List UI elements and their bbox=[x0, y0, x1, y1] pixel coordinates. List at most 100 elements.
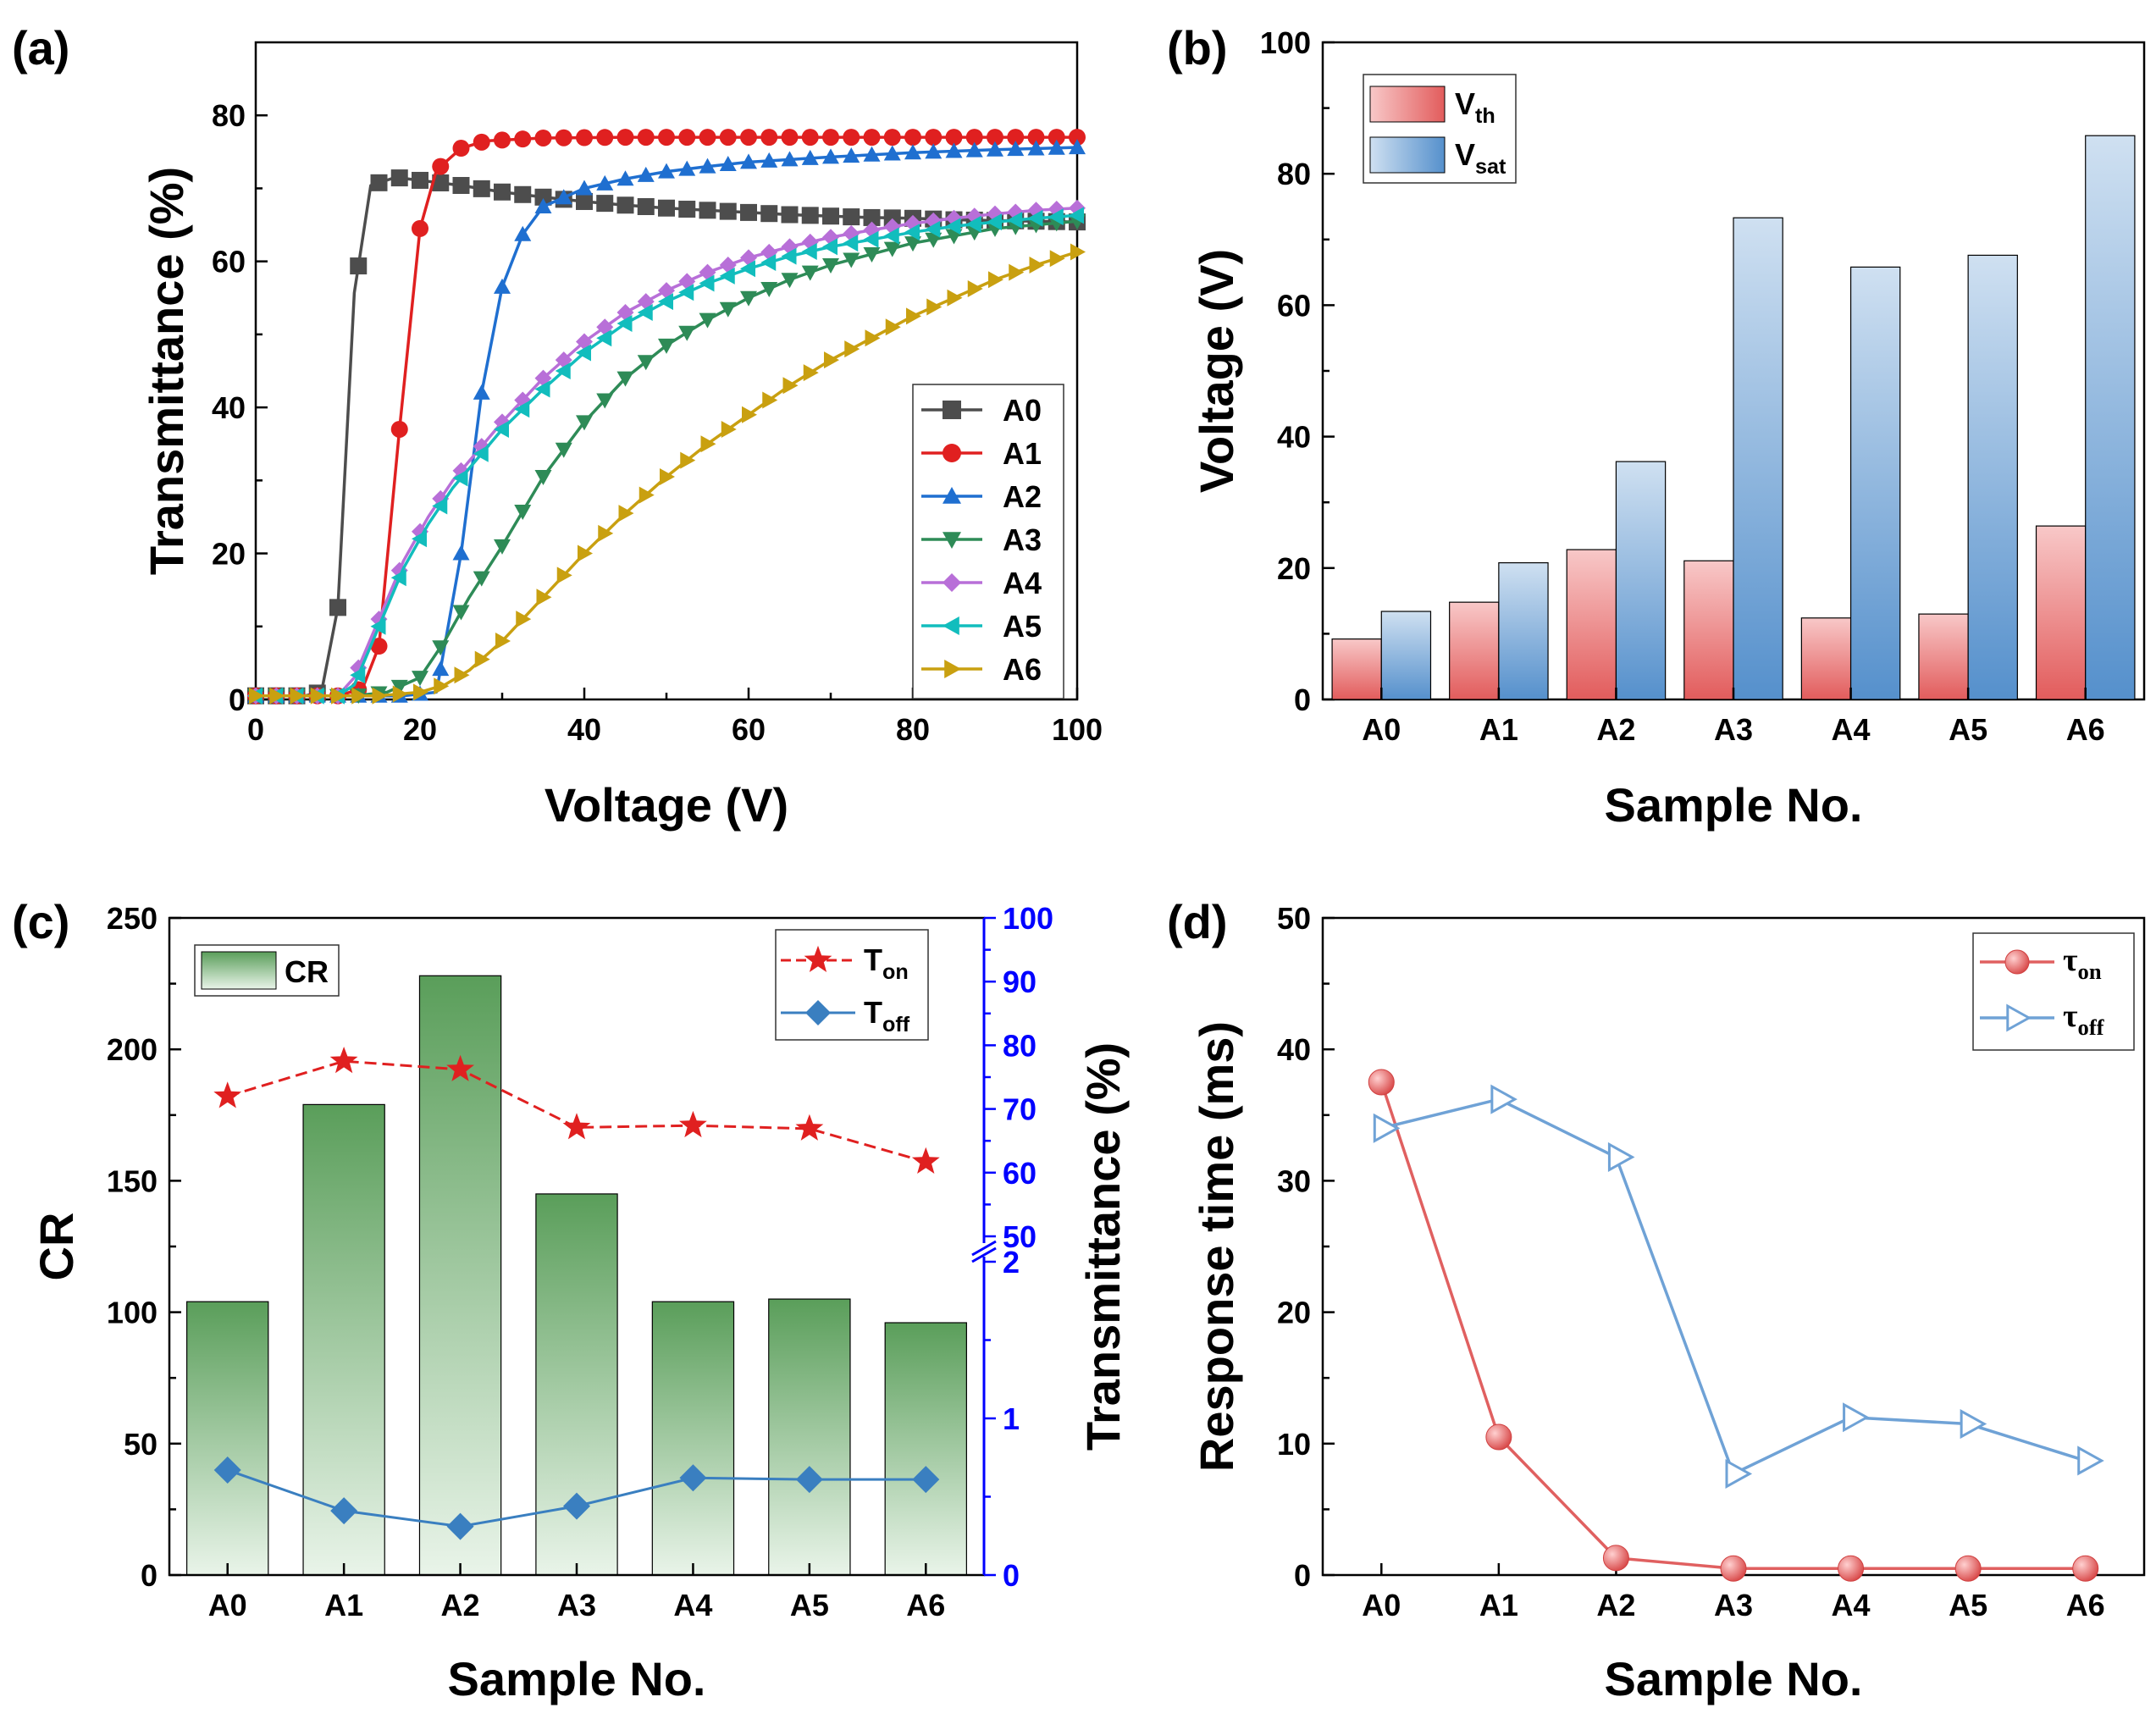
panel-a-marker-A6 bbox=[988, 271, 1003, 289]
panel-d-legend-label-off: τoff bbox=[2063, 998, 2105, 1040]
panel-a-legend-label-A0: A0 bbox=[1003, 393, 1042, 428]
panel-a-marker-A3 bbox=[452, 605, 470, 621]
panel-a-marker-A5 bbox=[370, 617, 386, 635]
panel-a-marker-A5 bbox=[390, 569, 406, 587]
panel-c-right-y-tick-label: 50 bbox=[1003, 1219, 1037, 1254]
panel-b-bar-Vth-A0 bbox=[1331, 638, 1382, 700]
panel-a-marker-A0 bbox=[843, 208, 860, 226]
panel-a-marker-A1 bbox=[534, 129, 552, 146]
panel-a-marker-A2 bbox=[987, 141, 1003, 157]
panel-a-marker-A0 bbox=[822, 207, 839, 225]
panel-c-marker-Toff-A4 bbox=[679, 1464, 707, 1492]
panel-a-marker-A1 bbox=[494, 131, 511, 149]
panel-a-marker-A1 bbox=[637, 129, 655, 146]
panel-a-marker-A3 bbox=[699, 312, 716, 329]
panel-a-x-tick-label: 100 bbox=[1052, 712, 1103, 747]
panel-a-marker-A2 bbox=[699, 158, 716, 174]
panel-a-marker-A1 bbox=[987, 129, 1003, 146]
panel-a-legend-label-A5: A5 bbox=[1003, 609, 1042, 644]
panel-c-marker-Ton-A5 bbox=[795, 1114, 824, 1141]
panel-a-marker-A5 bbox=[494, 420, 509, 438]
panel-a-marker-A5 bbox=[863, 230, 879, 248]
panel-a-marker-A5 bbox=[452, 469, 468, 487]
panel-label-d: (d) bbox=[1167, 895, 1228, 948]
panel-a-marker-A6 bbox=[680, 451, 696, 469]
panel-c-x-tick-label: A5 bbox=[790, 1588, 829, 1622]
panel-c-marker-Ton-A3 bbox=[562, 1113, 591, 1140]
panel-a-legend-box bbox=[912, 384, 1064, 699]
panel-a-marker-A2 bbox=[781, 151, 799, 167]
panel-c-y-axis-label: CR bbox=[30, 1213, 83, 1281]
panel-a-marker-A2 bbox=[678, 160, 696, 176]
panel-a-marker-A3 bbox=[740, 290, 757, 307]
panel-a-y-axis-label: Transmittance (%) bbox=[140, 167, 193, 575]
panel-d-marker-off-A3 bbox=[1725, 1458, 1753, 1490]
panel-b-x-axis-label: Sample No. bbox=[1605, 778, 1863, 832]
panel-a-marker-A3 bbox=[514, 504, 532, 520]
panel-b-bar-Vth-A1 bbox=[1449, 601, 1500, 700]
panel-a-marker-A2 bbox=[637, 166, 655, 182]
panel-c-right-y-tick-label: 1 bbox=[1003, 1401, 1020, 1436]
panel-b-bar-Vth-A4 bbox=[1800, 617, 1852, 700]
panel-b-bar-Vsat-A5 bbox=[1967, 254, 2018, 700]
panel-a-marker-A6 bbox=[782, 377, 799, 395]
panel-c-marker-Ton-A1 bbox=[329, 1047, 358, 1074]
panel-a-legend-marker-A0 bbox=[943, 401, 961, 419]
panel-a-marker-A1 bbox=[658, 129, 675, 146]
panel-a-marker-A6 bbox=[1070, 243, 1086, 261]
panel-c-y-tick-label: 0 bbox=[141, 1558, 158, 1593]
panel-a-marker-A6 bbox=[803, 364, 819, 382]
panel-c-legend-swatch-cr bbox=[201, 951, 277, 990]
panel-a-marker-A3 bbox=[883, 241, 901, 257]
panel-d-x-tick-label: A5 bbox=[1949, 1588, 1987, 1622]
panel-a-marker-A0 bbox=[576, 192, 593, 210]
panel-a-marker-A5 bbox=[699, 274, 715, 292]
panel-label-b: (b) bbox=[1167, 21, 1228, 75]
panel-c-right-y-tick-label: 80 bbox=[1003, 1028, 1037, 1063]
panel-a-marker-A6 bbox=[351, 687, 368, 705]
panel-d-marker-on-A3 bbox=[1720, 1555, 1747, 1582]
panel-b-bar-Vth-A3 bbox=[1683, 560, 1734, 700]
panel-c-x-tick-label: A0 bbox=[208, 1588, 247, 1622]
panel-d-x-tick-label: A1 bbox=[1479, 1588, 1518, 1622]
panel-a-marker-A1 bbox=[1048, 129, 1065, 146]
panel-a-marker-A2 bbox=[965, 141, 983, 158]
panel-a-marker-A6 bbox=[762, 391, 778, 409]
panel-d-marker-on-A6 bbox=[2072, 1555, 2099, 1582]
panel-c-y-tick-label: 50 bbox=[124, 1427, 158, 1462]
panel-a-marker-A0 bbox=[432, 174, 450, 191]
panel-d-y-tick-label: 20 bbox=[1277, 1296, 1311, 1330]
panel-c-marker-Ton-A6 bbox=[911, 1147, 940, 1174]
panel-c-marker-Ton-A2 bbox=[446, 1054, 474, 1081]
panel-a-marker-A3 bbox=[534, 470, 552, 486]
panel-a-marker-A3 bbox=[637, 355, 655, 371]
panel-a-chart: 0 20 40 60 80 100 0 20 40 60 80 A0 A1 A2 A3 A4 A5 A6 Volt… bbox=[140, 41, 1103, 832]
panel-a-marker-A5 bbox=[1048, 208, 1064, 226]
panel-a-legend-marker-A2 bbox=[943, 487, 961, 504]
panel-a-marker-A1 bbox=[740, 129, 757, 146]
panel-a-marker-A2 bbox=[1007, 141, 1025, 157]
panel-a-marker-A2 bbox=[925, 143, 943, 159]
panel-a-marker-A3 bbox=[473, 571, 490, 587]
panel-b-legend-label-sat: Vsat bbox=[1455, 137, 1506, 179]
panel-c-bar-CR-A5 bbox=[768, 1298, 851, 1576]
panel-a-marker-A5 bbox=[822, 238, 838, 256]
panel-a-marker-A0 bbox=[760, 205, 778, 223]
panel-a-marker-A6 bbox=[434, 677, 450, 695]
panel-a-marker-A5 bbox=[350, 666, 366, 684]
panel-a-marker-A4 bbox=[1048, 201, 1065, 218]
panel-d-legend-marker-on bbox=[2004, 949, 2030, 975]
panel-a-marker-A0 bbox=[637, 198, 655, 215]
panel-a-y-tick-label: 0 bbox=[229, 683, 246, 717]
panel-a-marker-A1 bbox=[596, 129, 614, 146]
panel-d-marker-on-A4 bbox=[1838, 1555, 1865, 1582]
panel-c-marker-Toff-A5 bbox=[795, 1466, 823, 1494]
panel-a-marker-A0 bbox=[534, 188, 552, 206]
panel-a-marker-A3 bbox=[678, 325, 696, 341]
panel-a-marker-A3 bbox=[390, 679, 408, 695]
panel-a-marker-A3 bbox=[596, 393, 614, 409]
panel-a-marker-A6 bbox=[556, 567, 572, 584]
panel-b-y-tick-label: 60 bbox=[1277, 288, 1311, 323]
panel-a-legend-marker-A1 bbox=[943, 444, 961, 462]
panel-d-marker-off-A6 bbox=[2077, 1445, 2104, 1476]
